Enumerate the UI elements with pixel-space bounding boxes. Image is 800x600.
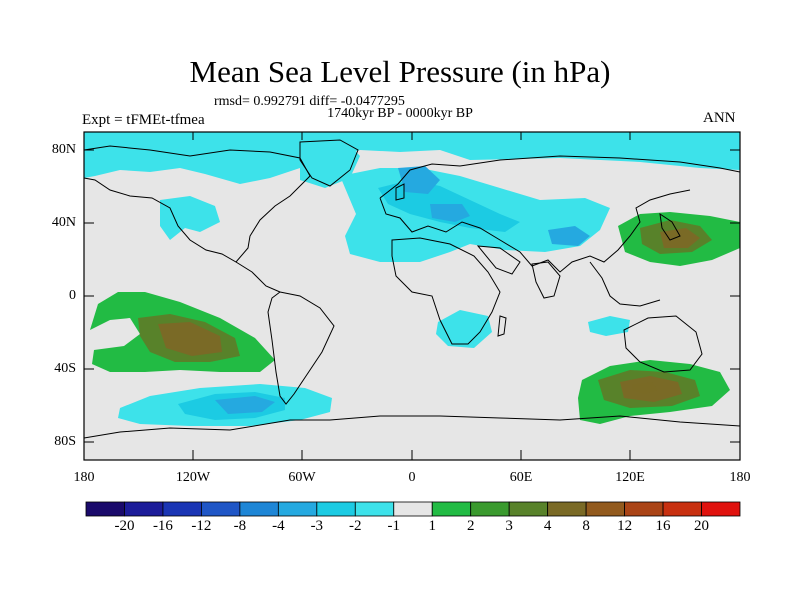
colorbar-label: -3 <box>310 518 324 534</box>
colorbar-swatch <box>508 501 549 517</box>
coast-southeast-asia <box>589 261 661 307</box>
neg-region-scandinavia-core <box>398 166 440 194</box>
pos-region-north-pacific-core <box>660 228 700 248</box>
neg-region-south-africa <box>436 310 492 348</box>
coast-africa <box>391 237 501 345</box>
colorbar-label: -12 <box>191 518 212 534</box>
colorbar-label: 8 <box>582 518 590 534</box>
coast-britain <box>395 183 405 201</box>
colorbar-label: -16 <box>152 518 173 534</box>
lat-label-80s: 80S <box>54 434 76 449</box>
pos-region-south-pacific-core <box>158 322 222 356</box>
colorbar-swatch <box>624 501 664 517</box>
colorbar-label: 2 <box>466 518 475 534</box>
colorbar-label: 1 <box>428 518 436 534</box>
colorbar-label: -2 <box>349 518 362 534</box>
colorbar-label: -8 <box>233 518 247 534</box>
colorbar-swatch <box>354 501 395 517</box>
lon-label-60e: 60E <box>509 470 533 485</box>
map-title: Mean Sea Level Pressure (in hPa) <box>189 54 611 89</box>
season-label: ANN <box>703 110 736 126</box>
lon-label-180w: 180 <box>73 470 95 485</box>
neg-region-antarctic-core <box>215 396 275 414</box>
experiment-label: Expt = tFMEt-tfmea <box>82 112 205 128</box>
colorbar-swatch <box>470 501 510 517</box>
neg-region-greenland <box>300 140 360 188</box>
colorbar-swatch <box>701 501 741 517</box>
colorbar-label: 12 <box>617 518 633 534</box>
colorbar-label: -1 <box>387 518 401 534</box>
colorbar <box>85 501 741 517</box>
coast-australia <box>623 315 703 373</box>
neg-region-tibet <box>548 226 590 246</box>
lat-label-80n: 80N <box>51 142 76 157</box>
neg-region-arctic <box>84 132 740 184</box>
pressure-contours <box>84 132 740 439</box>
neg-region-europe-deep <box>430 204 470 222</box>
neg-region-indian-ocean <box>588 316 630 336</box>
lat-label-40s: 40S <box>54 361 76 376</box>
colorbar-swatch <box>162 501 202 517</box>
colorbar-label: 4 <box>543 518 552 534</box>
colorbar-label: -4 <box>272 518 285 534</box>
lon-label-60w: 60W <box>288 470 316 485</box>
colorbar-label: 16 <box>655 518 671 534</box>
lat-ticks <box>84 149 740 443</box>
lon-ticks <box>83 132 741 460</box>
stats-line: rmsd= 0.992791 diff= -0.0477295 <box>214 94 405 109</box>
lon-label-0: 0 <box>408 470 416 485</box>
colorbar-swatch <box>124 501 164 517</box>
lat-label-40n: 40N <box>51 215 76 230</box>
colorbar-swatch <box>431 501 472 517</box>
coast-madagascar <box>497 315 507 337</box>
colorbar-swatch <box>585 501 625 517</box>
colorbar-swatch <box>393 501 433 517</box>
coast-india <box>531 261 561 299</box>
coast-europe-asia <box>379 155 740 273</box>
colorbar-swatch <box>662 501 702 517</box>
colorbar-swatch <box>239 501 279 517</box>
period-label: 1740kyr BP - 0000kyr BP <box>327 106 473 121</box>
lat-label-0: 0 <box>69 288 76 303</box>
coastlines <box>84 139 740 439</box>
pos-region-south-indian-center <box>632 382 658 394</box>
colorbar-swatch <box>277 501 318 517</box>
lon-label-120w: 120W <box>175 470 211 485</box>
colorbar-label: -20 <box>114 518 135 534</box>
coast-antarctica <box>84 415 740 439</box>
coast-south-america <box>267 291 335 405</box>
colorbar-swatch <box>316 501 356 517</box>
coast-arabia <box>476 245 521 275</box>
coast-greenland <box>299 139 359 187</box>
colorbar-swatch <box>85 501 125 517</box>
colorbar-swatch <box>547 501 587 517</box>
colorbar-swatch <box>201 501 241 517</box>
coast-japan <box>659 212 681 241</box>
colorbar-label: 20 <box>694 518 710 534</box>
coast-central-america <box>235 261 281 293</box>
lon-label-180e: 180 <box>729 470 751 485</box>
lon-label-120e: 120E <box>615 470 645 485</box>
colorbar-label: 3 <box>505 518 513 534</box>
neg-region-pacific-north <box>160 196 220 240</box>
coast-north-america <box>84 145 311 263</box>
